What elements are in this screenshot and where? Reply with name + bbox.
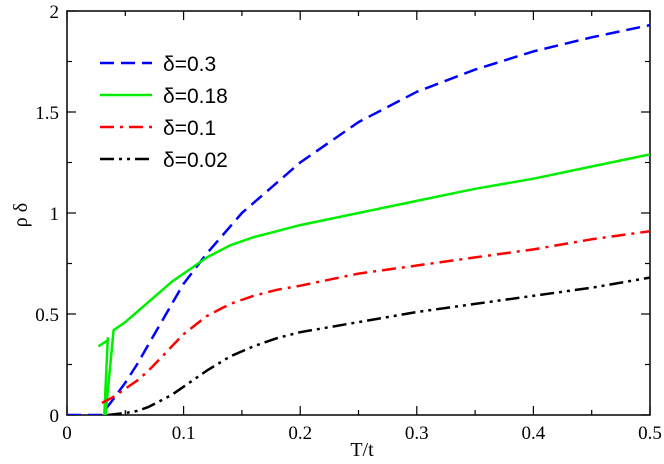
- legend-label-2: δ=0.18: [163, 85, 228, 108]
- legend-label-4: δ=0.02: [163, 149, 228, 172]
- y-tick-label: 0: [50, 406, 60, 427]
- axis-labels: T/t ρ δ: [10, 203, 374, 461]
- series-line-2: [97, 153, 650, 415]
- y-tick-label: 2: [50, 2, 60, 23]
- x-tick-label: 0.4: [522, 423, 546, 444]
- x-tick-label: 0: [62, 423, 72, 444]
- legend-label-3: δ=0.1: [163, 117, 216, 140]
- x-tick-label: 0.2: [288, 423, 312, 444]
- x-tick-label: 0.3: [405, 423, 429, 444]
- series-line-1: [67, 23, 650, 415]
- x-tick-label: 0.1: [172, 423, 196, 444]
- series-line-3: [101, 229, 650, 405]
- axes: 0 0.1 0.2 0.3 0.4 0.5 0 0.5 1 1.5 2: [35, 2, 662, 444]
- y-tick-label: 1.5: [35, 103, 59, 124]
- x-axis-label: T/t: [350, 439, 374, 461]
- x-tick-label: 0.5: [638, 423, 662, 444]
- legend: δ=0.3 δ=0.18 δ=0.1 δ=0.02: [100, 53, 228, 172]
- series-layer: [67, 23, 650, 415]
- y-axis-label: ρ δ: [10, 203, 32, 227]
- series-line-4: [107, 276, 650, 415]
- y-tick-label: 0.5: [35, 305, 59, 326]
- legend-label-1: δ=0.3: [163, 53, 216, 76]
- y-tick-label: 1: [50, 204, 60, 225]
